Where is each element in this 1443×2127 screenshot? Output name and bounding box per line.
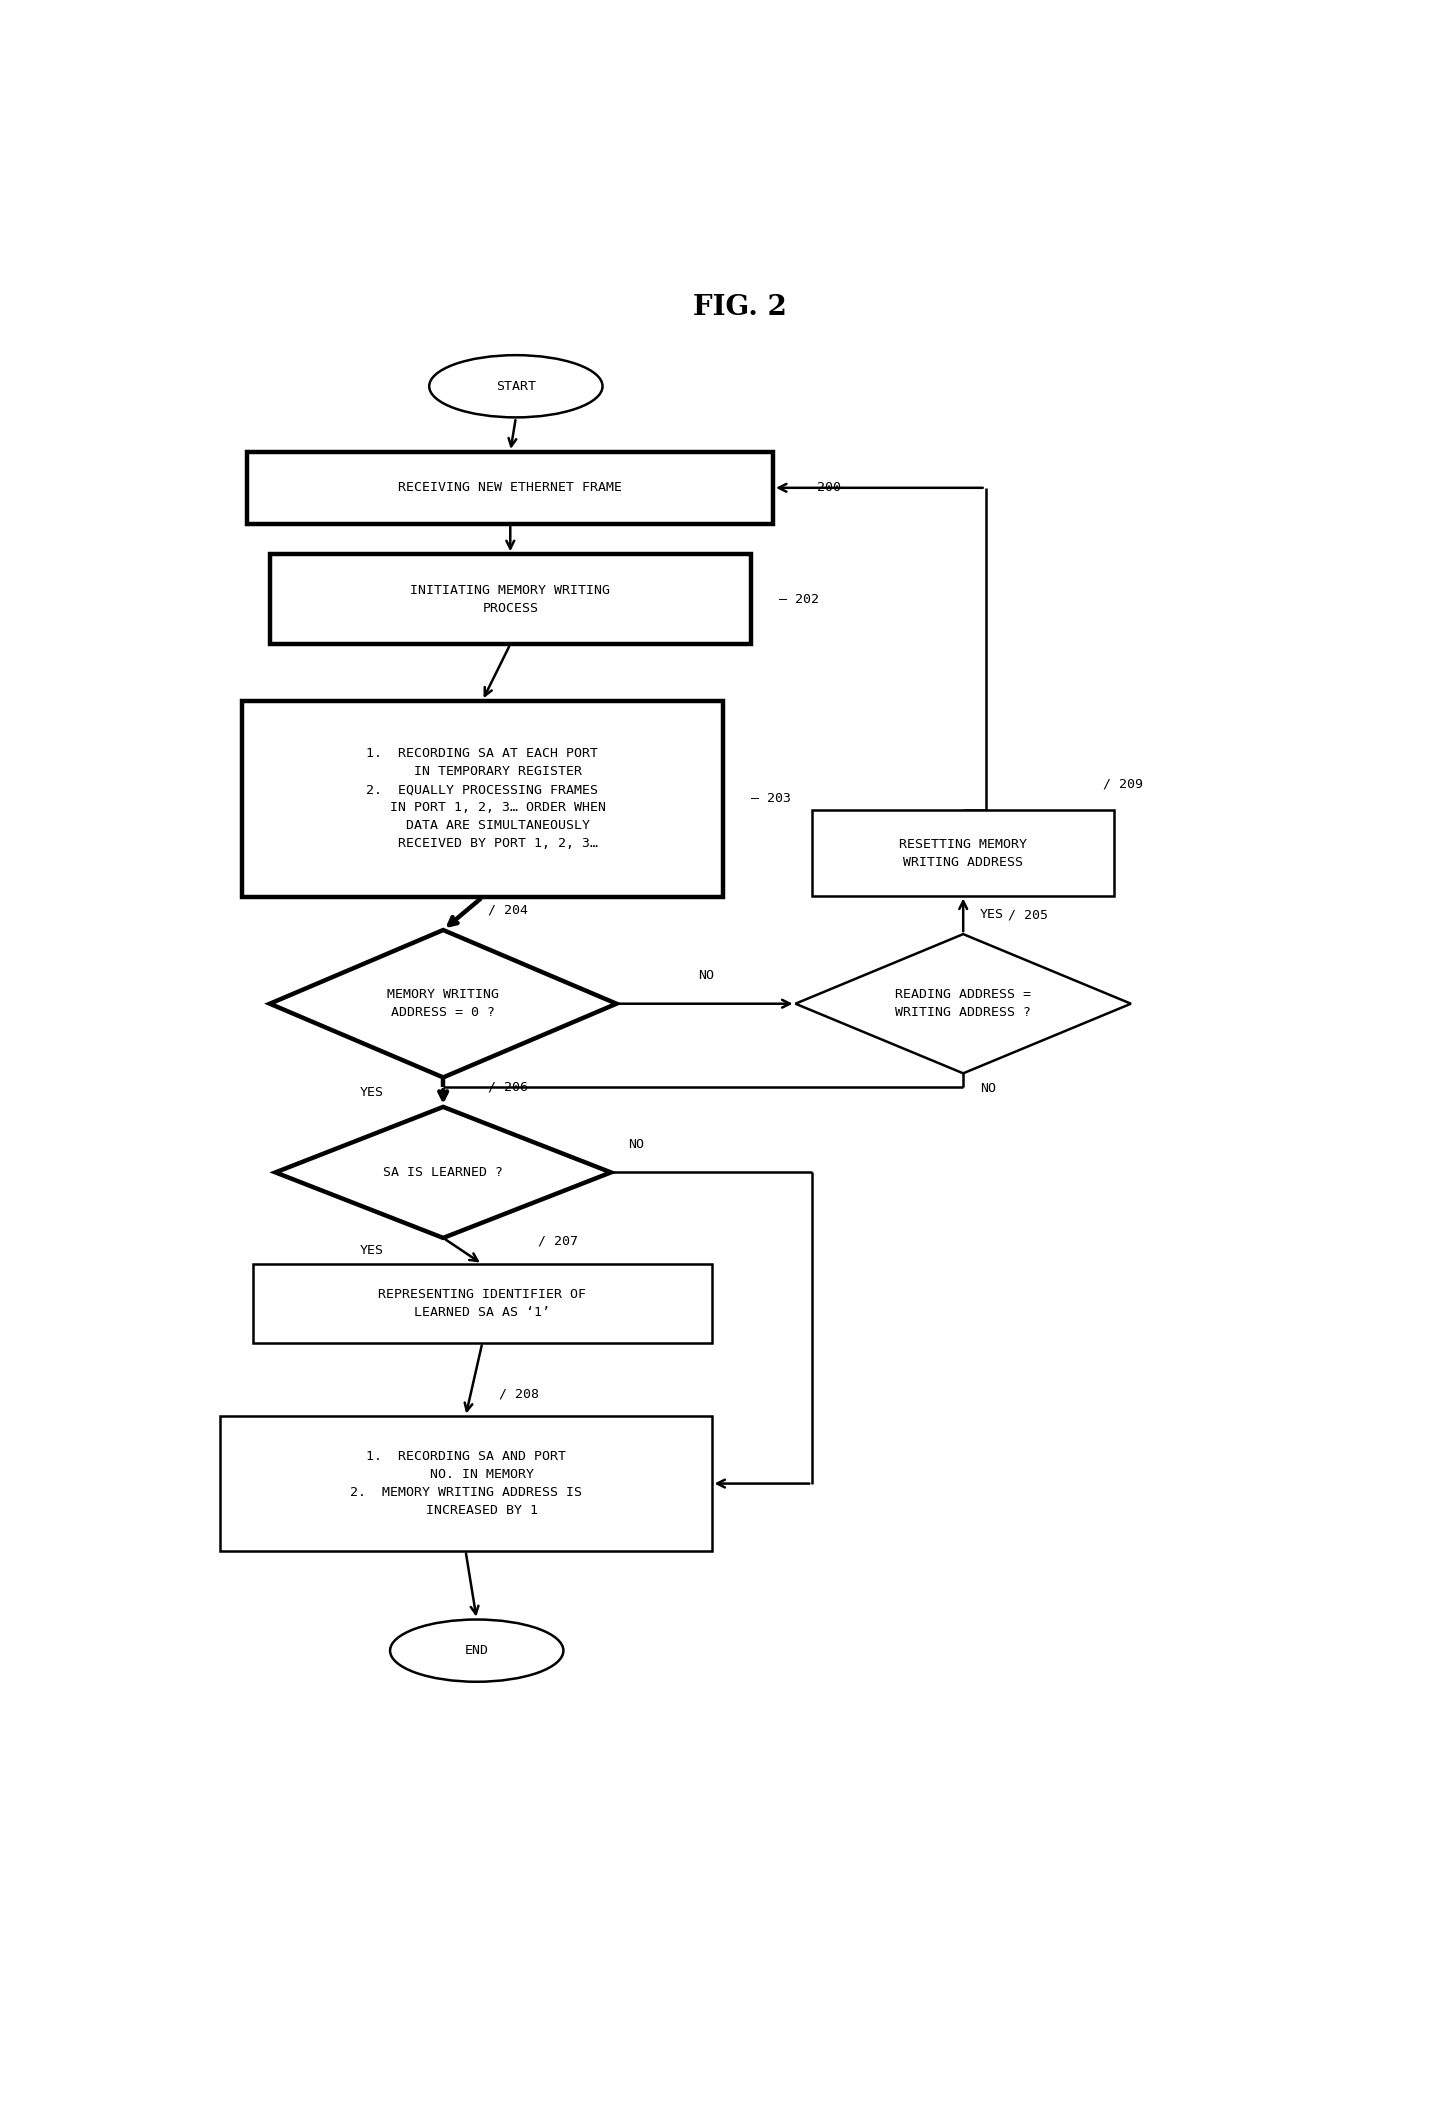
Bar [242,700,723,898]
Text: READING ADDRESS =
WRITING ADDRESS ?: READING ADDRESS = WRITING ADDRESS ? [895,989,1032,1019]
Text: NO: NO [698,970,714,983]
Text: NO: NO [628,1138,644,1151]
Bar [253,1263,711,1342]
Text: 1.  RECORDING SA AND PORT
    NO. IN MEMORY
2.  MEMORY WRITING ADDRESS IS
    IN: 1. RECORDING SA AND PORT NO. IN MEMORY 2… [349,1451,582,1517]
Text: / 206: / 206 [488,1081,528,1093]
Polygon shape [795,934,1131,1074]
Ellipse shape [390,1619,563,1682]
Text: START: START [496,381,535,393]
Bar [812,810,1114,895]
Text: YES: YES [359,1244,384,1257]
Text: / 209: / 209 [1102,778,1143,791]
Text: / 204: / 204 [488,904,528,917]
Ellipse shape [429,355,603,417]
Bar [219,1417,711,1551]
Text: RECEIVING NEW ETHERNET FRAME: RECEIVING NEW ETHERNET FRAME [398,481,622,493]
Text: YES: YES [980,908,1004,921]
Text: END: END [465,1644,489,1657]
Text: NO: NO [980,1081,996,1095]
Text: YES: YES [359,1085,384,1100]
Text: / 208: / 208 [499,1387,540,1400]
Bar [270,555,750,644]
Text: RESETTING MEMORY
WRITING ADDRESS: RESETTING MEMORY WRITING ADDRESS [899,838,1027,868]
Text: INITIATING MEMORY WRITING
PROCESS: INITIATING MEMORY WRITING PROCESS [410,583,610,615]
Text: MEMORY WRITING
ADDRESS = 0 ?: MEMORY WRITING ADDRESS = 0 ? [387,989,499,1019]
Text: — 203: — 203 [750,793,791,806]
Text: 1.  RECORDING SA AT EACH PORT
    IN TEMPORARY REGISTER
2.  EQUALLY PROCESSING F: 1. RECORDING SA AT EACH PORT IN TEMPORAR… [358,747,606,851]
Polygon shape [276,1106,610,1238]
Text: / 207: / 207 [538,1236,579,1249]
Text: REPRESENTING IDENTIFIER OF
LEARNED SA AS ‘1’: REPRESENTING IDENTIFIER OF LEARNED SA AS… [378,1289,586,1319]
Text: FIG. 2: FIG. 2 [693,294,786,321]
Text: SA IS LEARNED ?: SA IS LEARNED ? [384,1166,504,1178]
Bar [248,451,773,523]
Polygon shape [270,929,616,1078]
Text: — 200: — 200 [801,481,841,493]
Text: — 202: — 202 [779,593,818,606]
Text: / 205: / 205 [1007,908,1048,921]
